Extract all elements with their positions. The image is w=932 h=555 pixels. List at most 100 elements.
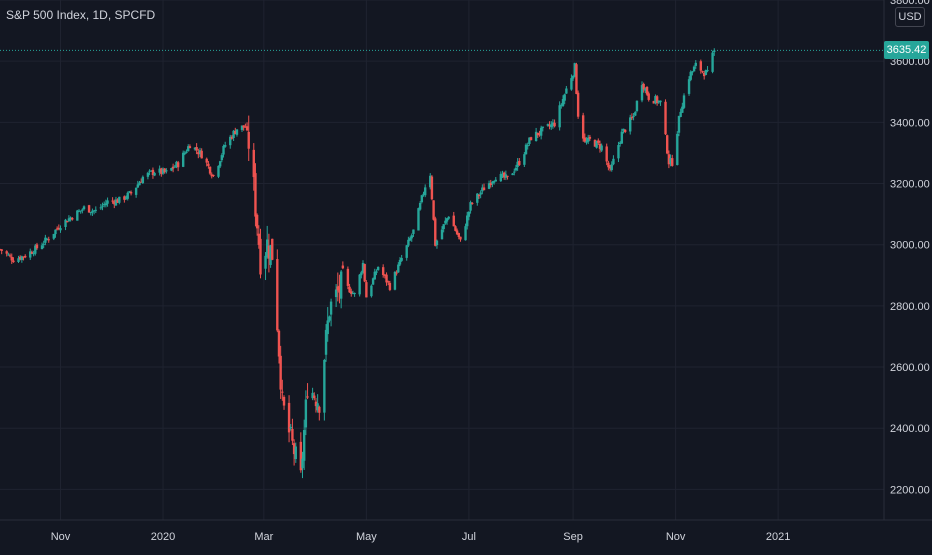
candle-body xyxy=(407,239,410,246)
candle-body xyxy=(277,330,281,357)
candle-body xyxy=(363,264,366,282)
candle-body xyxy=(548,124,551,127)
candle-body xyxy=(504,174,508,178)
candle-body xyxy=(654,96,657,104)
candle-body xyxy=(408,238,412,241)
candle-body xyxy=(571,75,575,79)
candle-body xyxy=(113,201,116,205)
candle-body xyxy=(576,92,580,117)
candle-body xyxy=(400,257,403,261)
candle-body xyxy=(220,155,224,161)
price-axis[interactable]: 2200.00 2400.00 2600.00 2800.00 3000.00 3200.… xyxy=(890,0,930,496)
candle-body xyxy=(44,237,47,243)
candle-body xyxy=(565,88,568,94)
candle-body xyxy=(42,243,45,245)
candle-body xyxy=(457,233,461,238)
candle-body xyxy=(71,217,74,220)
candle-body xyxy=(501,173,504,175)
candle-body xyxy=(570,78,573,90)
candle-body xyxy=(671,158,674,166)
candle-body xyxy=(287,402,291,433)
candle-body xyxy=(612,158,615,165)
y-tick-label: 3600.00 xyxy=(890,56,930,68)
candle-body xyxy=(55,228,59,230)
y-tick-label: 2600.00 xyxy=(890,362,930,374)
candle-body xyxy=(102,203,106,205)
candle-body xyxy=(32,253,35,255)
candle-body xyxy=(91,210,94,213)
candle-body xyxy=(689,71,692,80)
candle-body xyxy=(318,406,321,413)
candle-body xyxy=(581,115,585,139)
candle-body xyxy=(371,278,375,285)
candle-body xyxy=(375,271,378,273)
candle-body xyxy=(563,94,566,101)
candle-body xyxy=(208,166,212,174)
candle-body xyxy=(410,235,413,239)
candle-body xyxy=(434,218,437,246)
candle-body xyxy=(329,301,333,315)
candle-body xyxy=(713,50,716,53)
candle-body xyxy=(0,249,3,251)
candle-body xyxy=(224,144,227,147)
candle-body xyxy=(376,266,380,271)
candle-body xyxy=(397,264,400,273)
candle-body xyxy=(99,207,103,209)
x-tick-label: Sep xyxy=(563,531,583,543)
candle-body xyxy=(679,111,682,117)
candle-body xyxy=(385,274,388,283)
candle-body xyxy=(348,286,351,293)
candle-body xyxy=(138,182,141,186)
candle-body xyxy=(561,99,565,106)
currency-button[interactable]: USD xyxy=(895,7,925,27)
candle-body xyxy=(381,267,385,276)
candle-body xyxy=(106,200,109,204)
y-tick-label: 2800.00 xyxy=(890,301,930,313)
candle-body xyxy=(526,144,529,147)
candle-body xyxy=(111,200,114,202)
candle-body xyxy=(494,179,497,182)
candle-body xyxy=(669,158,672,164)
candle-body xyxy=(487,183,491,189)
candle-body xyxy=(87,205,91,213)
candle-body xyxy=(136,184,140,188)
candle-body xyxy=(128,191,131,193)
candle-body xyxy=(5,251,8,254)
candle-body xyxy=(640,85,644,101)
candle-body xyxy=(18,256,22,260)
candle-body xyxy=(161,168,165,174)
y-tick-label: 3800.00 xyxy=(890,0,930,7)
candle-body xyxy=(245,126,249,131)
candle-body xyxy=(632,116,635,118)
candle-body xyxy=(593,140,597,147)
candle-body xyxy=(79,210,82,212)
candle-body xyxy=(583,137,587,142)
candle-body xyxy=(622,128,625,131)
candle-body xyxy=(350,291,353,294)
candle-body xyxy=(40,245,44,249)
candle-body xyxy=(387,281,390,283)
candle-body xyxy=(435,240,439,246)
candle-body xyxy=(351,293,355,295)
candle-body xyxy=(267,245,271,259)
candle-body xyxy=(623,129,627,132)
candle-body xyxy=(652,100,655,104)
candle-body xyxy=(346,268,350,286)
y-tick-label: 3000.00 xyxy=(890,240,930,252)
candle-body xyxy=(447,216,450,219)
candle-body xyxy=(12,260,15,263)
candle-body xyxy=(64,219,67,227)
candle-body xyxy=(358,274,361,295)
candle-body xyxy=(210,174,213,177)
candle-body xyxy=(588,136,592,139)
candle-body xyxy=(676,133,679,166)
candle-body xyxy=(294,446,297,460)
candle-body xyxy=(7,254,10,256)
candle-body xyxy=(222,145,225,155)
candle-body xyxy=(538,134,541,136)
candle-body xyxy=(687,79,691,94)
time-axis[interactable]: Nov 2020 Mar May Jul Sep Nov 2021 xyxy=(51,531,791,543)
candle-body xyxy=(252,149,255,178)
